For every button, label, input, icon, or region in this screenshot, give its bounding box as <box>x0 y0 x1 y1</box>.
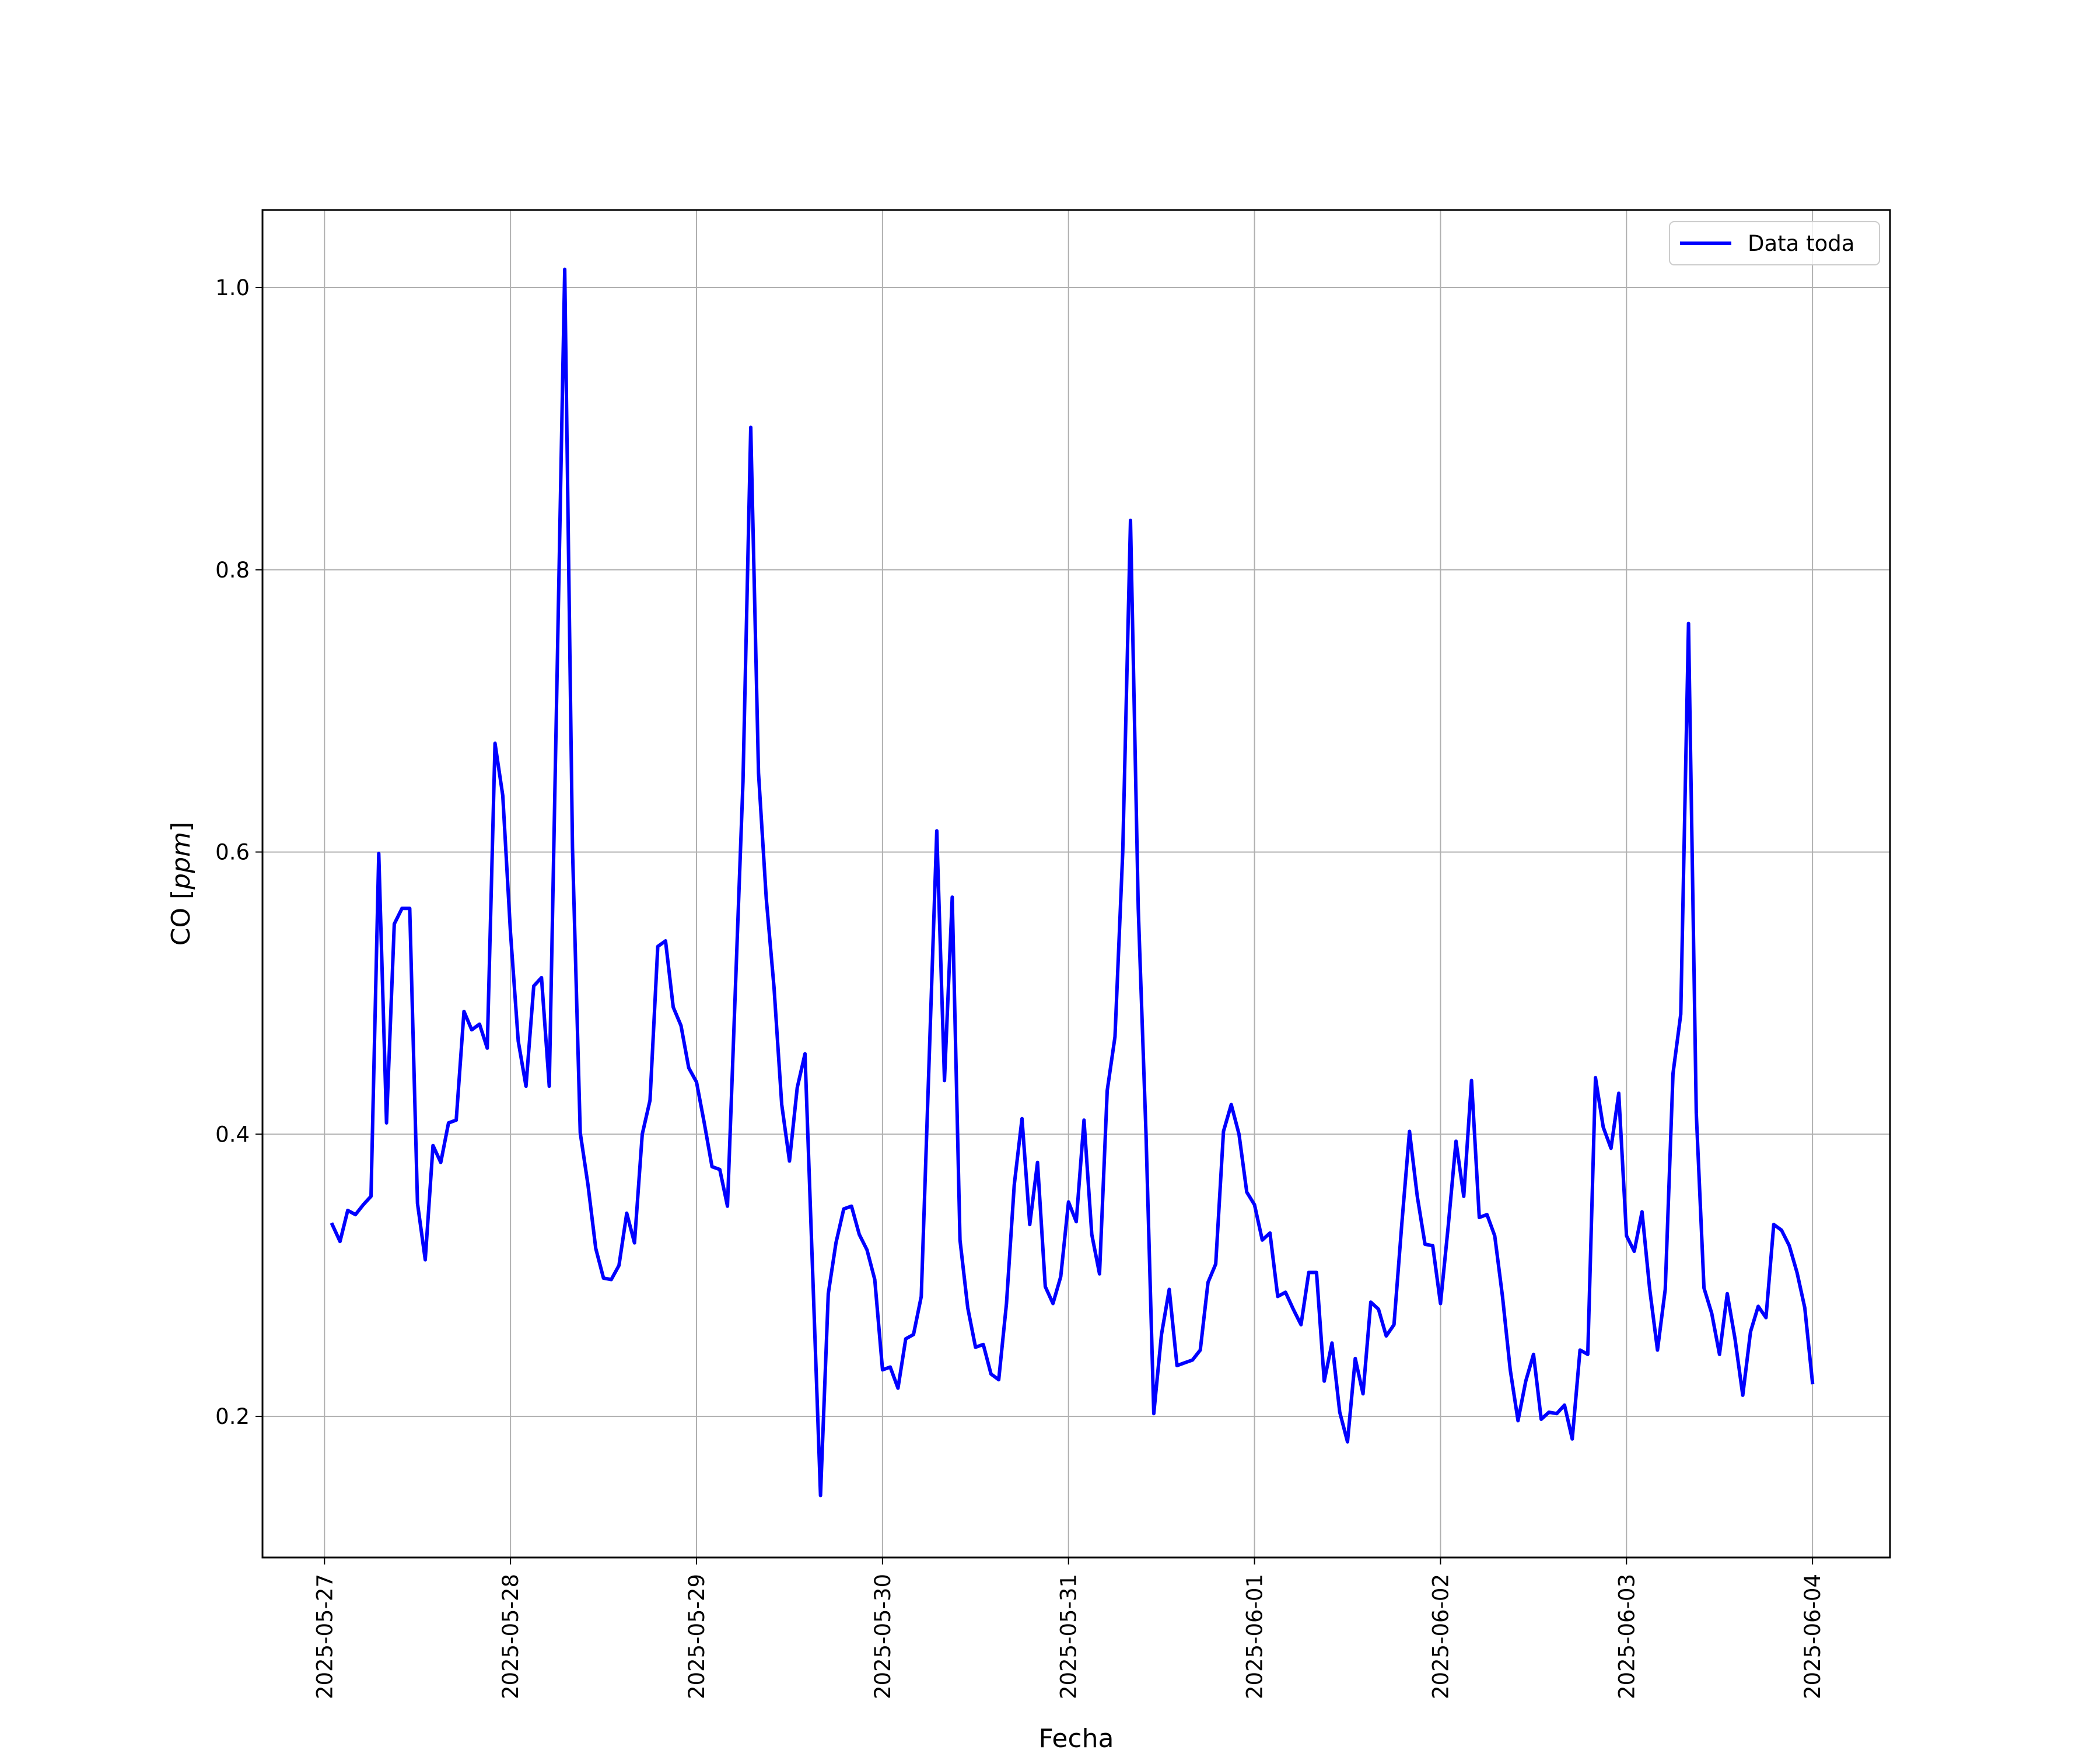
y-tick-label: 0.6 <box>215 840 250 865</box>
x-tick-label: 2025-05-29 <box>684 1574 709 1699</box>
legend-box <box>1669 221 1880 265</box>
x-axis-title: Fecha <box>1038 1724 1114 1750</box>
y-tick-label: 0.2 <box>215 1404 250 1429</box>
x-tick-label: 2025-05-27 <box>312 1574 337 1699</box>
x-tick-label: 2025-06-03 <box>1614 1574 1639 1699</box>
series-layer <box>330 267 1815 1497</box>
legend-label: Data toda <box>1748 231 1854 256</box>
x-tick-label: 2025-05-28 <box>498 1574 523 1699</box>
x-tick-label: 2025-06-01 <box>1242 1574 1268 1699</box>
y-tick-label: 0.8 <box>215 558 250 583</box>
x-axis: 2025-05-27 2025-05-28 2025-05-29 2025-05-30… <box>312 1558 1825 1699</box>
x-tick-label: 2025-06-04 <box>1800 1574 1825 1699</box>
plot-frame <box>261 209 1891 1559</box>
legend: Data toda <box>1669 221 1880 265</box>
y-axis: 0.2 0.4 0.6 0.8 1.0 <box>215 275 262 1429</box>
grid <box>262 210 1890 1558</box>
y-axis-title: CO [ppm] <box>166 822 196 946</box>
x-tick-label: 2025-05-30 <box>870 1574 895 1699</box>
x-tick-label: 2025-05-31 <box>1056 1574 1082 1699</box>
x-tick-label: 2025-06-02 <box>1428 1574 1453 1699</box>
y-tick-label: 0.4 <box>215 1122 250 1147</box>
y-tick-label: 1.0 <box>215 275 250 300</box>
series-line <box>330 267 1815 1497</box>
